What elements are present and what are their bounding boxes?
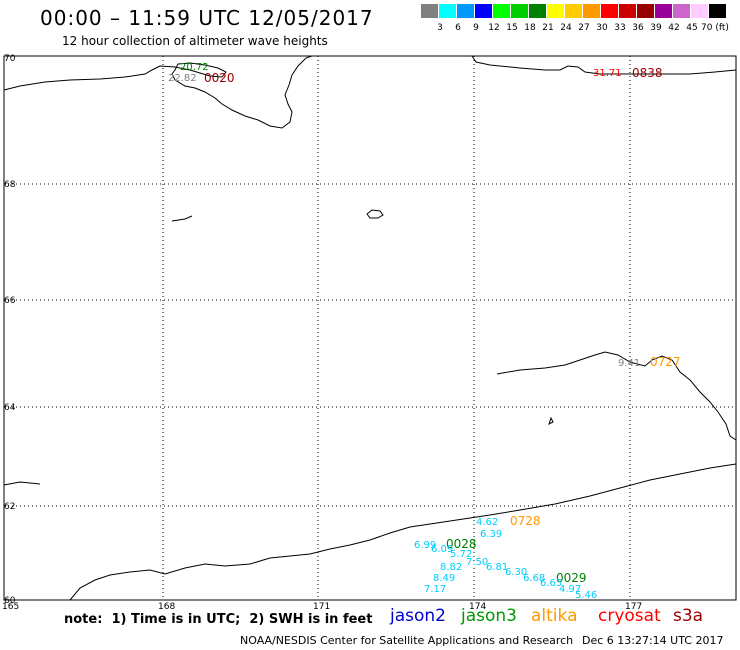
swh-annotation: 20.72 bbox=[180, 62, 209, 73]
swh-annotation: 7.17 bbox=[424, 584, 446, 595]
arctic-coast-west bbox=[3, 55, 313, 129]
footer-timestamp: Dec 6 13:27:14 UTC 2017 bbox=[582, 634, 724, 647]
map-frame bbox=[3, 55, 737, 601]
scale-label: 15 bbox=[506, 23, 518, 33]
swh-annotation: 0020 bbox=[204, 71, 235, 85]
scale-label: 3 bbox=[437, 23, 443, 33]
scale-swatch bbox=[709, 4, 726, 18]
chukotka-coast bbox=[496, 351, 737, 441]
scale-swatch bbox=[493, 4, 510, 18]
swh-annotation: 6.09 bbox=[431, 544, 453, 555]
swh-annotation: 0028 bbox=[446, 537, 477, 551]
scale-swatch bbox=[691, 4, 708, 18]
page-subtitle: 12 hour collection of altimeter wave hei… bbox=[62, 34, 328, 48]
swh-annotation: 5.72 bbox=[450, 549, 472, 560]
island-small-2 bbox=[171, 215, 193, 222]
scale-swatch bbox=[583, 4, 600, 18]
swh-annotation: 4.97 bbox=[559, 584, 581, 595]
swh-annotation: 6.99 bbox=[414, 540, 436, 551]
scale-label: 21 bbox=[542, 23, 554, 33]
scale-swatch bbox=[529, 4, 546, 18]
legend-item-jason3: jason3 bbox=[461, 606, 517, 626]
lon-label: 177 bbox=[625, 602, 642, 612]
scale-label: 9 bbox=[473, 23, 479, 33]
swh-annotation: 5.46 bbox=[575, 590, 597, 601]
swh-annotation: 8.82 bbox=[440, 562, 462, 573]
swh-annotation: 6.30 bbox=[505, 567, 527, 578]
scale-swatch bbox=[565, 4, 582, 18]
scale-label: 70 (ft) bbox=[701, 23, 729, 33]
scale-label: 27 bbox=[578, 23, 590, 33]
swh-annotation: 6.68 bbox=[523, 573, 545, 584]
lon-label: 165 bbox=[2, 602, 19, 612]
scale-swatch bbox=[637, 4, 654, 18]
swh-annotation: 22.82 bbox=[168, 73, 197, 84]
bering-coast-south bbox=[3, 463, 737, 601]
swh-annotation: 6.39 bbox=[480, 529, 502, 540]
scale-label: 39 bbox=[650, 23, 662, 33]
lat-label: 66 bbox=[4, 296, 16, 306]
lat-label: 60 bbox=[4, 596, 16, 606]
lat-label: 62 bbox=[4, 502, 15, 512]
swh-annotation: 0728 bbox=[510, 514, 541, 528]
scale-label: 36 bbox=[632, 23, 644, 33]
swh-annotation: 8.49 bbox=[433, 573, 455, 584]
longitude-labels: 165 168 171 174 177 bbox=[2, 602, 642, 612]
legend-item-jason2: jason2 bbox=[390, 606, 446, 626]
units-note: note: 1) Time is in UTC; 2) SWH is in fe… bbox=[64, 612, 373, 627]
swh-annotation: 6.81 bbox=[486, 562, 508, 573]
lon-label: 174 bbox=[469, 602, 486, 612]
scale-swatch bbox=[655, 4, 672, 18]
swh-annotation: 31.71 bbox=[593, 68, 622, 79]
lat-label: 68 bbox=[4, 180, 16, 190]
legend-item-cryosat: cryosat bbox=[598, 606, 661, 626]
island-small-1 bbox=[366, 209, 384, 219]
scale-swatch bbox=[475, 4, 492, 18]
legend-item-s3a: s3a bbox=[673, 606, 704, 626]
scale-swatch bbox=[547, 4, 564, 18]
swh-annotation: 0727 bbox=[650, 355, 681, 369]
scale-swatch bbox=[457, 4, 474, 18]
scale-label: 30 bbox=[596, 23, 608, 33]
lat-label: 70 bbox=[4, 54, 16, 64]
swh-annotation: 9.41 bbox=[618, 358, 640, 369]
arctic-coast-east bbox=[471, 55, 737, 75]
legend-item-altika: altika bbox=[531, 606, 578, 626]
scale-label: 24 bbox=[560, 23, 572, 33]
lat-label: 64 bbox=[4, 403, 16, 413]
scale-label: 42 bbox=[668, 23, 680, 33]
scale-swatch bbox=[439, 4, 456, 18]
scale-swatch bbox=[601, 4, 618, 18]
coastline bbox=[3, 55, 737, 601]
bering-islet bbox=[548, 416, 554, 425]
swh-annotation: 0029 bbox=[556, 571, 587, 585]
swh-annotation: 6.65 bbox=[540, 578, 562, 589]
scale-swatch bbox=[619, 4, 636, 18]
scale-label: 45 bbox=[686, 23, 698, 33]
scale-swatch bbox=[673, 4, 690, 18]
latitude-labels: 70 68 66 64 62 60 bbox=[4, 54, 16, 606]
scale-swatch bbox=[511, 4, 528, 18]
swh-annotation: 4.62 bbox=[476, 517, 498, 528]
scale-label: 12 bbox=[488, 23, 500, 33]
graticule bbox=[4, 56, 736, 600]
scale-swatch bbox=[421, 4, 438, 18]
scale-label: 18 bbox=[524, 23, 536, 33]
lon-label: 168 bbox=[158, 602, 175, 612]
swh-annotation: 7.50 bbox=[466, 557, 488, 568]
footer-credit: NOAA/NESDIS Center for Satellite Applica… bbox=[240, 634, 574, 647]
swh-annotation: 0838 bbox=[632, 66, 663, 80]
page-title: 00:00 – 11:59 UTC 12/05/2017 bbox=[40, 6, 374, 30]
scale-label: 33 bbox=[614, 23, 626, 33]
scale-label: 6 bbox=[455, 23, 461, 33]
lon-label: 171 bbox=[313, 602, 330, 612]
